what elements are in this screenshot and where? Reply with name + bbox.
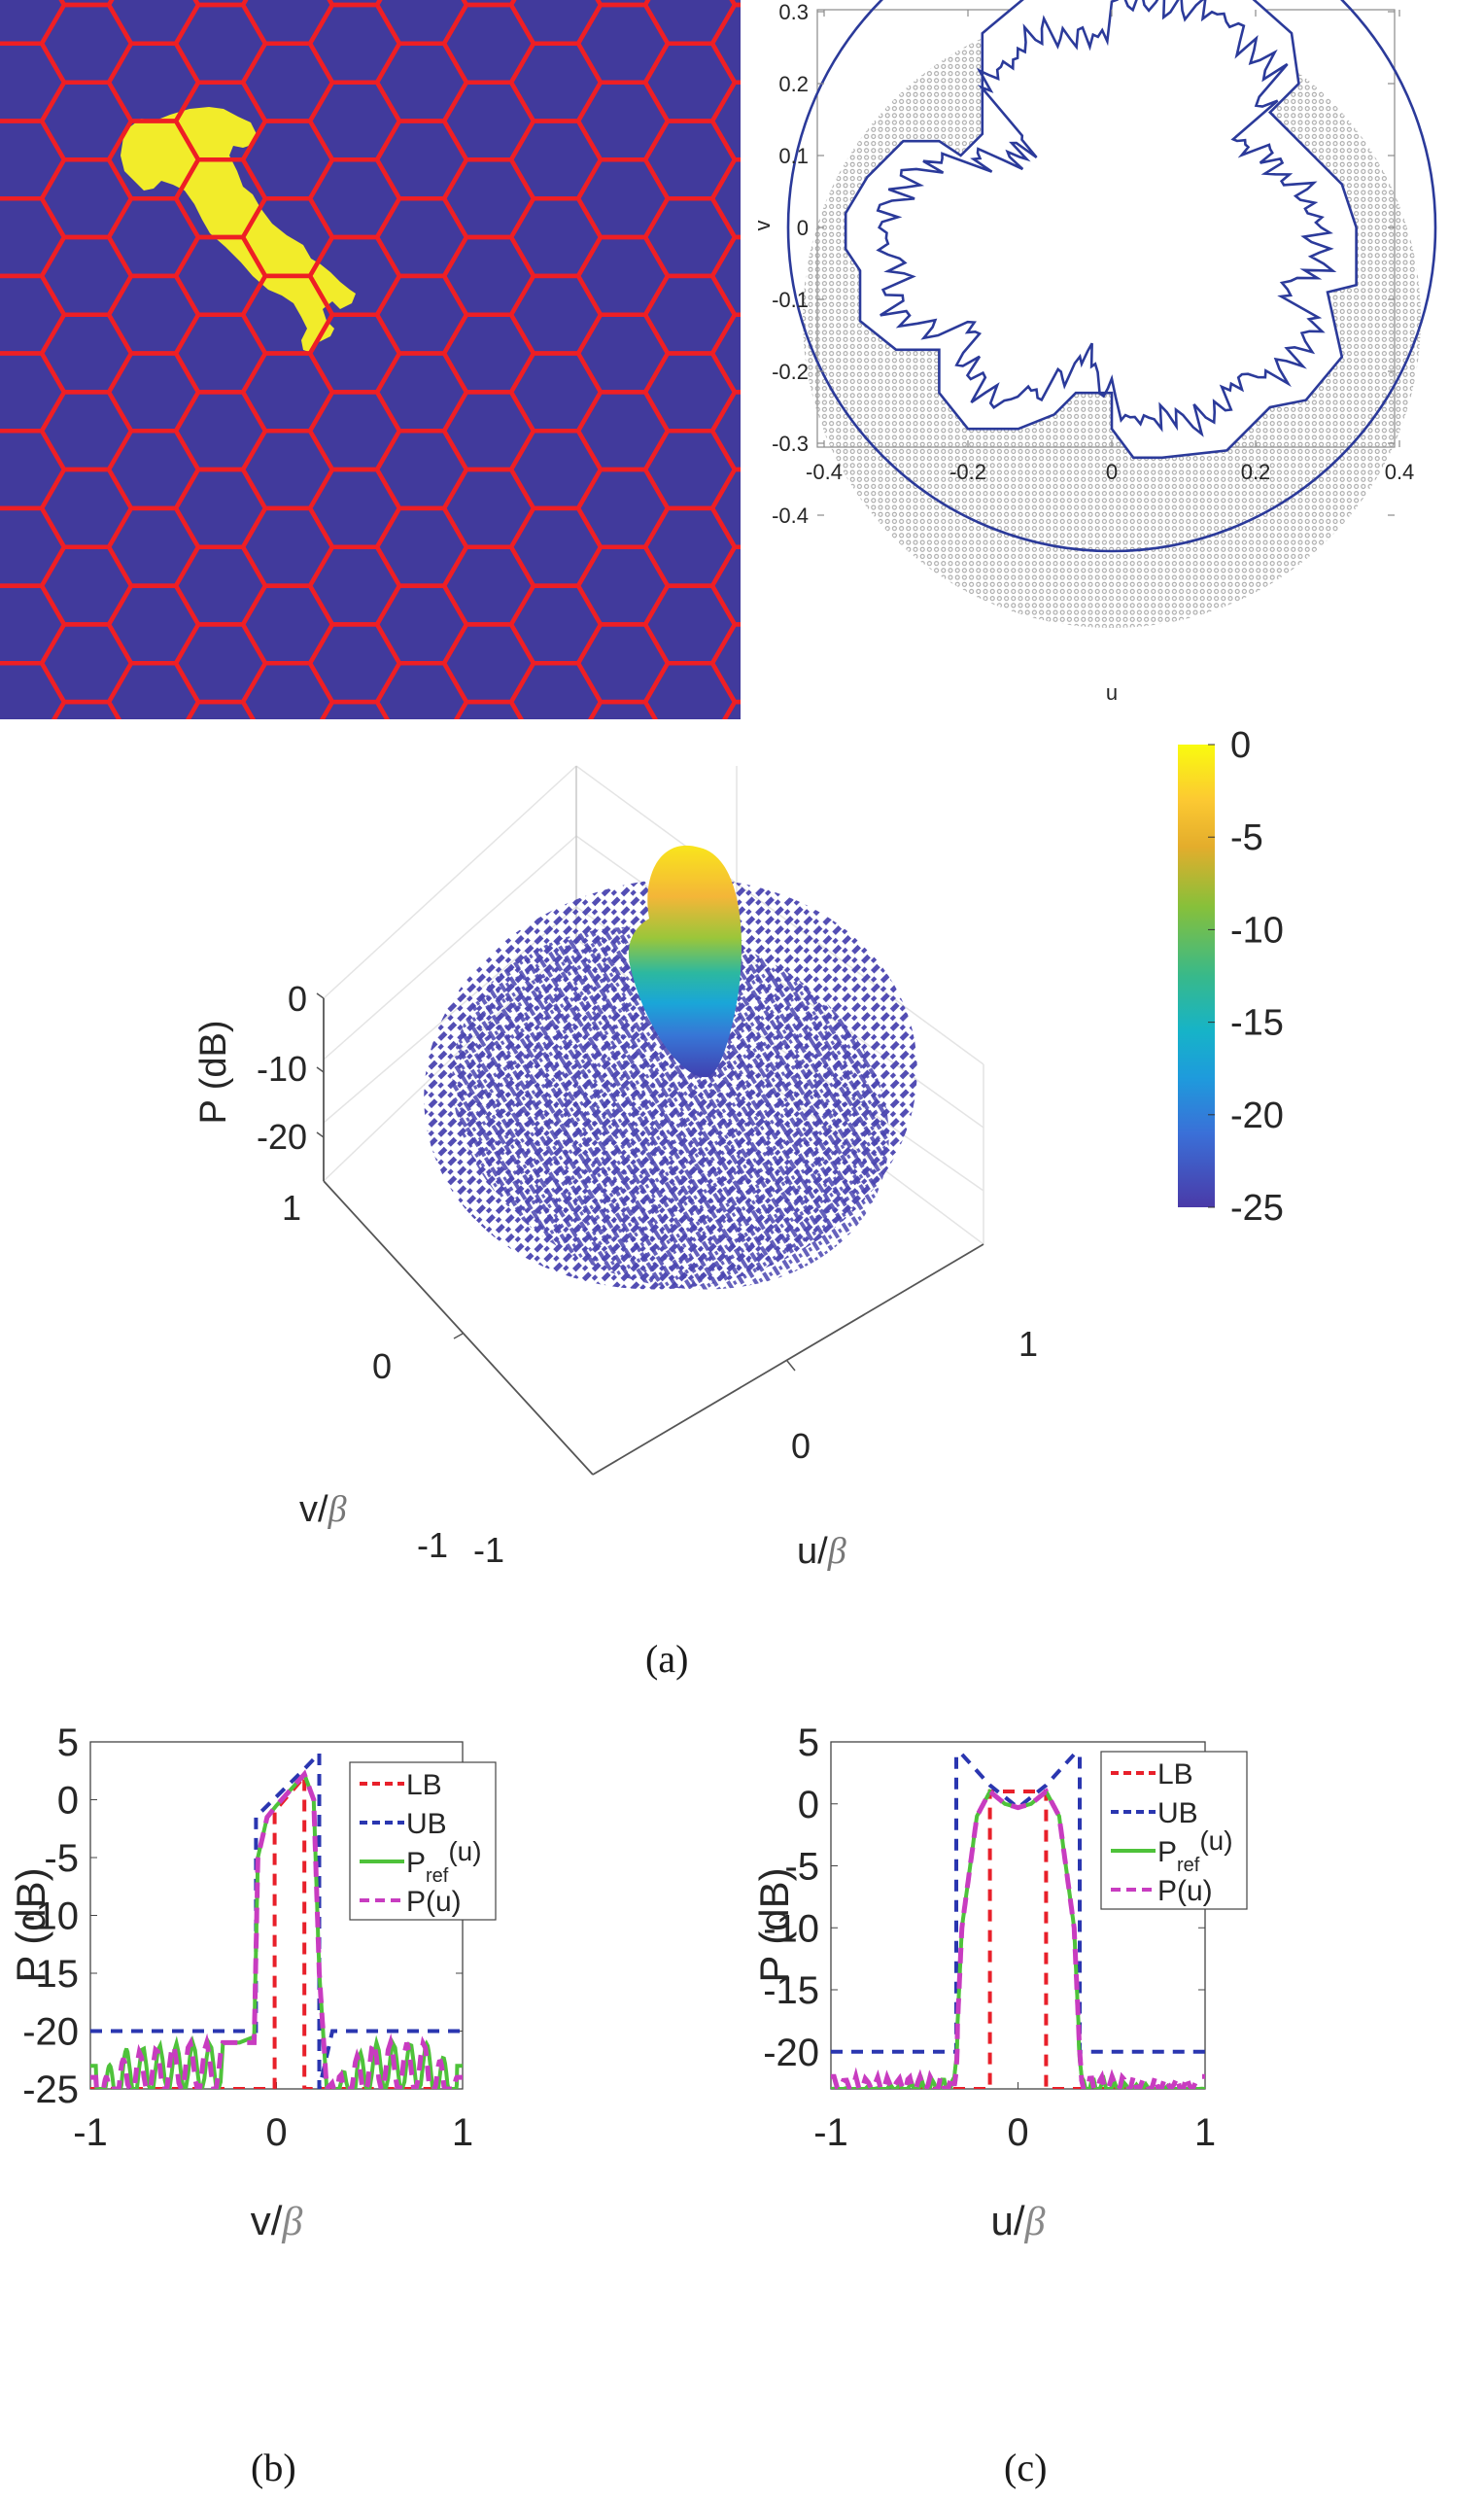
vtick-neg1: -1 xyxy=(417,1525,448,1565)
ytick-label: -5 xyxy=(784,1846,819,1889)
ztick-2: -20 xyxy=(257,1117,307,1157)
xlabel: v/β xyxy=(251,2198,303,2244)
ytick-label: 0 xyxy=(57,1780,79,1823)
ytick-label: -10 xyxy=(763,1907,819,1950)
xtick-label: 1 xyxy=(1194,2111,1216,2154)
svg-text:-0.2: -0.2 xyxy=(772,360,809,384)
caption-a: (a) xyxy=(645,1637,689,1681)
svg-text:-0.3: -0.3 xyxy=(772,432,809,456)
ztick-0: 0 xyxy=(288,979,307,1019)
caption-c: (c) xyxy=(1004,2446,1048,2489)
pattern-3d-svg: 0 -10 -20 P (dB) 1 0 -1 -1 0 1 v/β u/β 0… xyxy=(193,725,1284,1572)
ytick-label: -20 xyxy=(22,2011,79,2054)
hex-coverage-map xyxy=(0,0,741,719)
colorbar xyxy=(1178,745,1215,1207)
svg-text:-0.4: -0.4 xyxy=(806,460,843,484)
ytick-label: 0 xyxy=(798,1784,819,1826)
series-prefu xyxy=(90,1770,463,2089)
utick-1: 1 xyxy=(1018,1324,1038,1364)
svg-text:0: 0 xyxy=(797,216,809,240)
vtick-1: 1 xyxy=(282,1188,301,1228)
svg-text:0.2: 0.2 xyxy=(778,72,809,96)
svg-text:-0.4: -0.4 xyxy=(772,504,809,528)
legend-label: UB xyxy=(406,1808,447,1840)
utick-neg1: -1 xyxy=(473,1530,504,1570)
sidelobe-cloud xyxy=(424,878,917,1290)
ulabel-3d: u/β xyxy=(797,1531,846,1572)
legend-label: LB xyxy=(406,1769,442,1801)
svg-text:0: 0 xyxy=(1106,460,1118,484)
uv-region-plot: -0.4-0.200.20.40.40.30.20.10-0.1-0.2-0.3… xyxy=(750,0,1484,719)
ytick-label: -5 xyxy=(44,1837,79,1880)
svg-text:0.1: 0.1 xyxy=(778,144,809,168)
svg-text:-0.2: -0.2 xyxy=(949,460,986,484)
xtick-label: 0 xyxy=(265,2111,287,2154)
axes-3d-ticks xyxy=(316,992,796,1372)
ylabel: P (dB) xyxy=(751,1867,797,1982)
svg-text:0.3: 0.3 xyxy=(778,0,809,24)
legend-label: P(u) xyxy=(1157,1875,1213,1907)
uv-axis-ticks: -0.4-0.200.20.40.40.30.20.10-0.1-0.2-0.3… xyxy=(772,0,1414,528)
svg-text:-0.1: -0.1 xyxy=(772,288,809,312)
axes-3d-lines xyxy=(323,998,984,1476)
legend-label: Pref(u) xyxy=(1157,1825,1233,1876)
ytick-label: 5 xyxy=(798,1721,819,1764)
hex-grid xyxy=(0,0,741,719)
svg-text:0.4: 0.4 xyxy=(1385,460,1415,484)
hex-map-svg xyxy=(0,0,741,719)
svg-text:-25: -25 xyxy=(1230,1188,1284,1229)
svg-text:-15: -15 xyxy=(1230,1003,1284,1044)
main-beam-surface xyxy=(628,845,742,1078)
cut-v-plot: 5 0 -5 -10 -15 -20 -25 -1 0 1 LB UB Pref(u) P(u) P (dB… xyxy=(0,1711,743,2498)
ylabel: P (dB) xyxy=(8,1867,53,1982)
uv-xlabel: u xyxy=(1106,680,1118,705)
legend-label: P(u) xyxy=(406,1886,462,1918)
legend-label: LB xyxy=(1157,1758,1193,1790)
hex-map-background xyxy=(0,0,741,719)
uv-plot-svg: -0.4-0.200.20.40.40.30.20.10-0.1-0.2-0.3… xyxy=(750,0,1437,705)
cut-u-plot: 5 0 -5 -10 -15 -20 -1 0 1 LB UB Pref(u) P(u) P (dB) u/… xyxy=(743,1711,1484,2498)
xtick-label: -1 xyxy=(73,2111,108,2154)
xlabel: u/β xyxy=(991,2198,1046,2244)
zlabel: P (dB) xyxy=(193,1020,234,1124)
series-ub xyxy=(90,1748,463,2089)
ztick-1: -10 xyxy=(257,1049,307,1089)
ytick-label: -15 xyxy=(22,1953,79,1996)
caption-b: (b) xyxy=(251,2446,296,2489)
utick-0: 0 xyxy=(791,1426,811,1466)
svg-text:-20: -20 xyxy=(1230,1095,1284,1136)
vtick-0: 0 xyxy=(372,1346,392,1386)
xtick-label: -1 xyxy=(813,2111,848,2154)
pattern-3d-plot: 0 -10 -20 P (dB) 1 0 -1 -1 0 1 v/β u/β 0… xyxy=(0,719,1484,1691)
legend-label: Pref(u) xyxy=(406,1836,482,1887)
ytick-label: -20 xyxy=(763,2032,819,2074)
vlabel-3d: v/β xyxy=(299,1489,347,1530)
legend-label: UB xyxy=(1157,1797,1198,1829)
ytick-label: -25 xyxy=(22,2068,79,2111)
colorbar-ticks: 0 -5 -10 -15 -20 -25 xyxy=(1208,725,1284,1229)
italy-region xyxy=(121,107,356,352)
series-pu xyxy=(831,1788,1205,2089)
inner-contour xyxy=(876,0,1337,437)
ytick-label: -15 xyxy=(763,1969,819,2012)
uv-ylabel: v xyxy=(758,221,775,231)
ytick-label: 5 xyxy=(57,1721,79,1764)
ytick-label: -10 xyxy=(22,1895,79,1938)
svg-text:0: 0 xyxy=(1230,725,1251,766)
visible-region-circle xyxy=(786,0,1437,553)
svg-text:-10: -10 xyxy=(1230,910,1284,951)
xtick-label: 1 xyxy=(452,2111,473,2154)
svg-text:-5: -5 xyxy=(1230,817,1263,858)
xtick-label: 0 xyxy=(1007,2111,1028,2154)
series-pu xyxy=(90,1769,463,2089)
svg-text:0.2: 0.2 xyxy=(1241,460,1271,484)
